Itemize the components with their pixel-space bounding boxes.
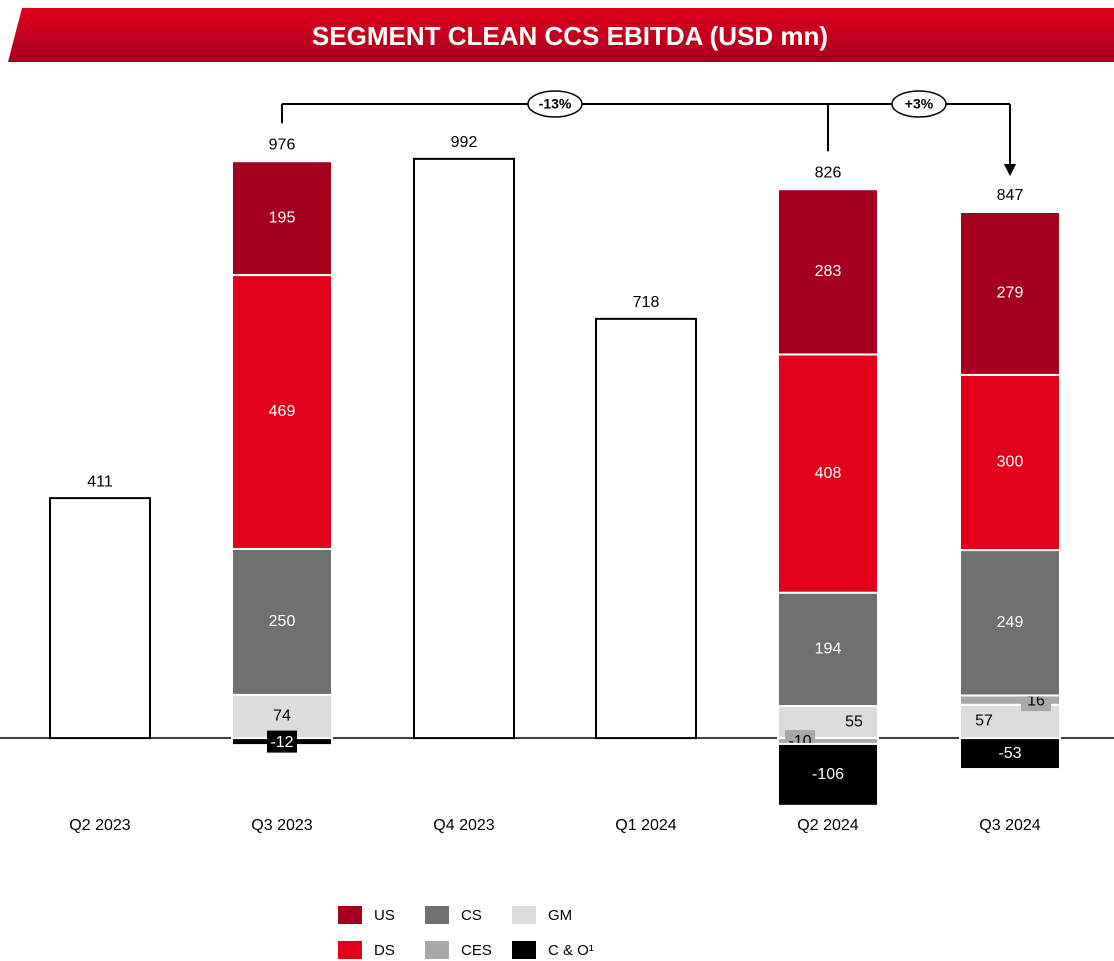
segment xyxy=(231,547,333,696)
data-label: 300 xyxy=(997,454,1024,471)
annotation-text: -13% xyxy=(539,96,572,112)
legend-swatch xyxy=(425,941,449,959)
x-tick-label: Q2 2023 xyxy=(69,817,130,834)
total-label: 976 xyxy=(269,136,296,153)
legend-label: GM xyxy=(548,907,572,924)
segment xyxy=(777,188,879,356)
legend-label: C & O¹ xyxy=(548,942,594,959)
data-label: 469 xyxy=(269,403,296,420)
legend-swatch xyxy=(425,906,449,924)
annotation-badge xyxy=(891,90,947,118)
annotation-text: +3% xyxy=(905,96,934,112)
total-label: 718 xyxy=(633,294,660,311)
annotation-badge xyxy=(527,90,583,118)
total-label: 847 xyxy=(997,187,1024,204)
data-label: 249 xyxy=(997,614,1024,631)
total-bar xyxy=(49,497,151,740)
data-label: -12 xyxy=(270,734,293,751)
segment xyxy=(777,591,879,707)
title-banner xyxy=(8,8,1114,62)
data-label: 279 xyxy=(997,285,1024,302)
data-label: -53 xyxy=(998,745,1021,762)
total-bar xyxy=(595,317,697,740)
segment xyxy=(959,373,1061,552)
data-label: 74 xyxy=(273,708,291,725)
segment xyxy=(959,211,1061,376)
legend-swatch xyxy=(512,941,536,959)
legend-label: US xyxy=(374,907,395,924)
segment xyxy=(231,274,333,550)
label-box xyxy=(267,730,297,753)
chart-title: SEGMENT CLEAN CCS EBITDA (USD mn) xyxy=(312,21,828,51)
legend-label: CES xyxy=(461,942,492,959)
total-label: 411 xyxy=(87,473,113,490)
total-label: 992 xyxy=(451,134,478,151)
legend-label: DS xyxy=(374,942,395,959)
data-label: 250 xyxy=(269,613,296,630)
data-label: 283 xyxy=(815,263,842,280)
total-bar xyxy=(413,157,515,740)
segment xyxy=(231,160,333,277)
total-label: 826 xyxy=(815,164,842,181)
x-tick-label: Q4 2023 xyxy=(433,817,494,834)
segment xyxy=(959,549,1061,697)
x-tick-label: Q3 2024 xyxy=(979,817,1040,834)
x-tick-label: Q3 2023 xyxy=(251,817,312,834)
data-label: 194 xyxy=(815,641,842,658)
legend-swatch xyxy=(512,906,536,924)
data-label: 195 xyxy=(269,209,296,226)
data-label: 57 xyxy=(975,713,993,730)
legend-label: CS xyxy=(461,907,482,924)
legend-swatch xyxy=(338,941,362,959)
x-tick-label: Q2 2024 xyxy=(797,817,858,834)
data-label: -106 xyxy=(812,766,844,783)
arrow-head xyxy=(1004,164,1016,177)
data-label: 55 xyxy=(845,713,863,730)
segment xyxy=(959,737,1061,771)
segment xyxy=(777,742,879,807)
x-tick-label: Q1 2024 xyxy=(615,817,676,834)
segment xyxy=(777,353,879,594)
legend-swatch xyxy=(338,906,362,924)
data-label: 16 xyxy=(1027,692,1045,709)
data-label: 408 xyxy=(815,465,842,482)
